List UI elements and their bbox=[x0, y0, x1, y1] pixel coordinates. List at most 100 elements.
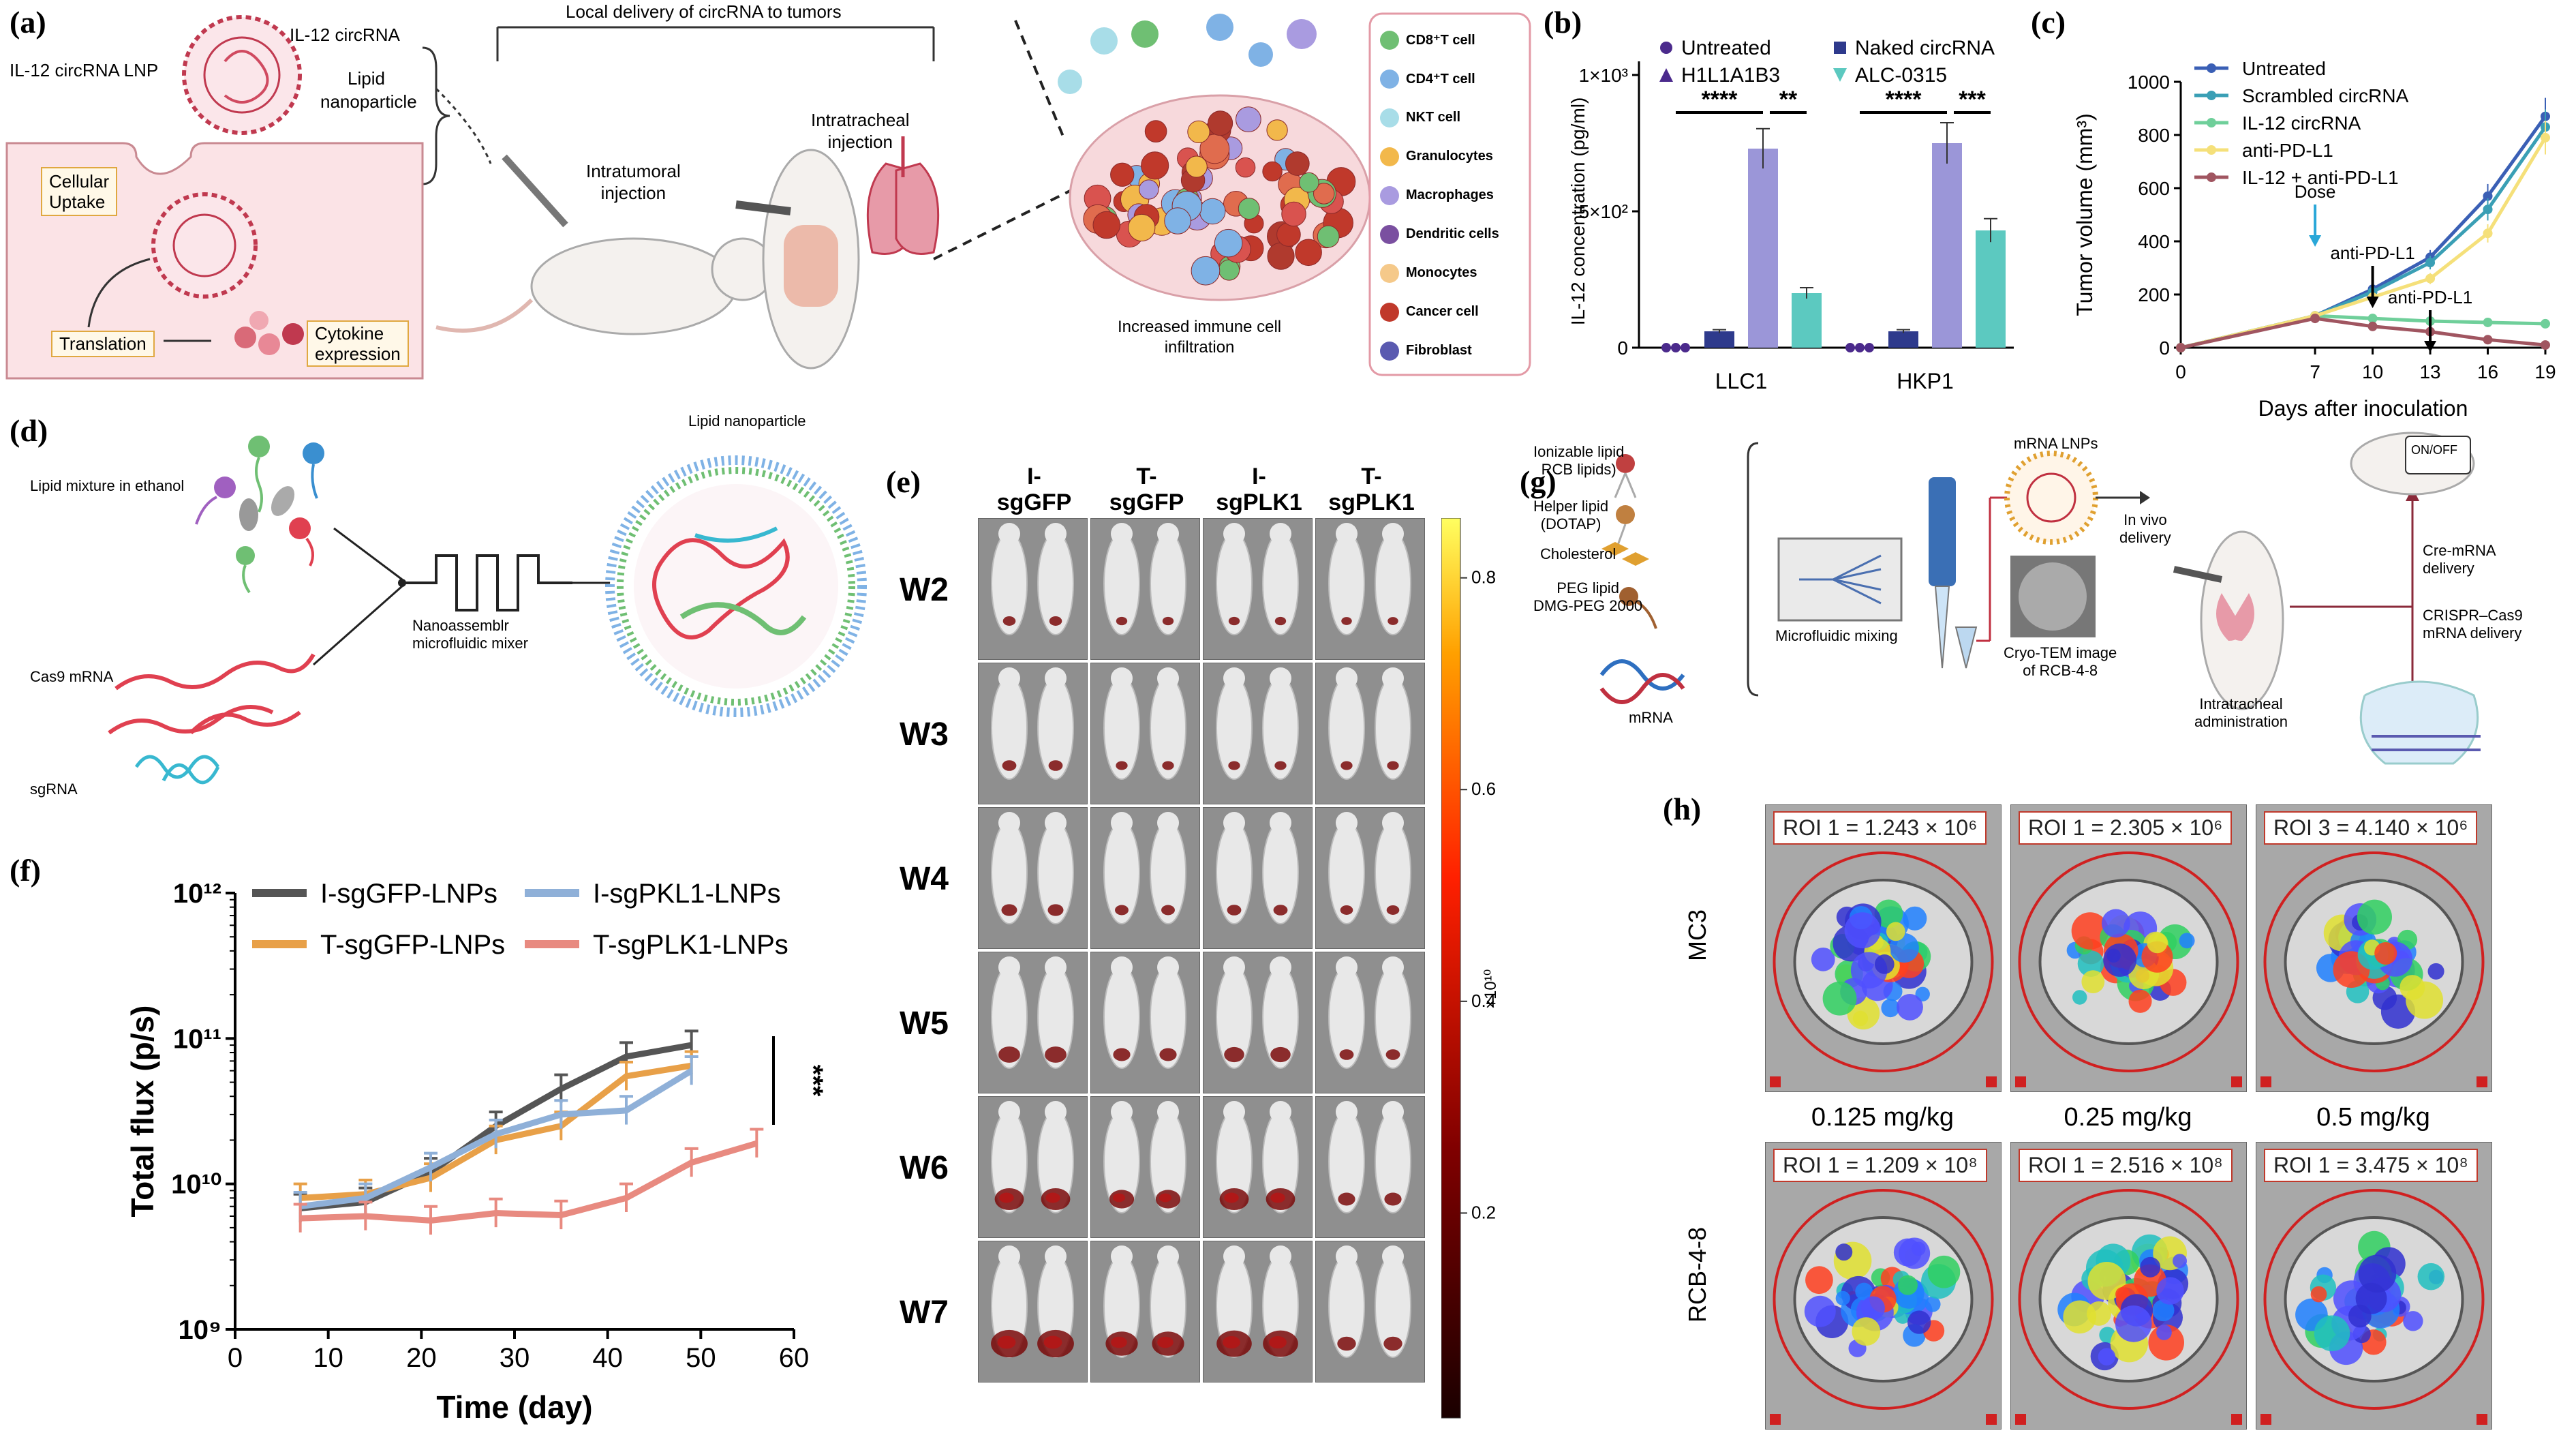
mouse-head bbox=[1382, 667, 1404, 689]
intratracheal-line-1: Intratracheal bbox=[811, 110, 910, 130]
tumor-cell bbox=[1214, 228, 1243, 258]
legend-label: T-sgGFP-LNPs bbox=[320, 930, 505, 960]
mouse-head bbox=[1223, 523, 1245, 545]
row-label-mc3: MC3 bbox=[1683, 909, 1711, 961]
signal-blob bbox=[2152, 1299, 2175, 1322]
imaging-cell bbox=[978, 807, 1088, 949]
legend-marker bbox=[2207, 172, 2216, 182]
cholesterol-label: Cholesterol bbox=[1540, 545, 1616, 562]
legend-entry: Dendritic cells bbox=[1380, 215, 1527, 254]
panel-c: (c) 0 200 400 600 800 1000 0 7 10 13 16 19 Days afte… bbox=[2031, 0, 2573, 423]
mouse-head bbox=[1157, 812, 1179, 834]
signal-spot bbox=[1274, 616, 1287, 626]
uptake-line-2: Uptake bbox=[49, 192, 106, 212]
signal-core bbox=[1159, 1193, 1172, 1203]
imaging-cell-art bbox=[991, 956, 1074, 1069]
x-tick-label: 40 bbox=[592, 1343, 623, 1373]
imaging-cell-art bbox=[1328, 956, 1411, 1069]
signal-blob bbox=[1835, 1290, 1850, 1305]
helper-label: Helper lipid (DOTAP) bbox=[1533, 498, 1608, 533]
bli-image bbox=[1765, 1142, 2002, 1430]
tumor-cell bbox=[1299, 172, 1319, 193]
signal-blob bbox=[1805, 1266, 1833, 1295]
mouse-head bbox=[1223, 812, 1245, 834]
imaging-cell-art bbox=[1103, 667, 1186, 780]
tumor-cell bbox=[1164, 207, 1191, 235]
intratracheal-admin-line-1: Intratracheal bbox=[2199, 695, 2283, 712]
panel-g-art bbox=[1599, 432, 2481, 765]
bli-image-art bbox=[2260, 851, 2487, 1087]
lipid-label-1: Lipid bbox=[348, 68, 385, 89]
series-point bbox=[2176, 343, 2186, 352]
intratracheal-label: Intratracheal injection bbox=[811, 109, 910, 153]
imaging-cell bbox=[1090, 663, 1200, 804]
legend-label: IL-12 circRNA bbox=[2242, 112, 2361, 134]
legend-label: Monocytes bbox=[1406, 265, 1477, 280]
y-tick-label: 5×10² bbox=[1579, 201, 1628, 222]
peg-line-1: PEG lipid bbox=[1557, 579, 1619, 596]
bli-grid: ROI 1 = 1.243 × 10⁶ ROI 1 = 1.209 × 10⁸ 0.… bbox=[1765, 804, 2569, 1432]
signal-core bbox=[1043, 1335, 1062, 1349]
legend-label: I-sgPKL1-LNPs bbox=[593, 879, 781, 909]
signal-blob bbox=[2103, 943, 2137, 977]
bli-image-art bbox=[2260, 1189, 2487, 1425]
series-point bbox=[2310, 314, 2320, 324]
imaging-cell bbox=[1315, 663, 1425, 804]
tumor-cell bbox=[1262, 161, 1283, 182]
tumor-cell bbox=[1235, 157, 1256, 178]
signal-spot bbox=[1162, 616, 1174, 626]
mouse-head bbox=[1111, 812, 1133, 834]
signal-blob bbox=[1852, 1010, 1869, 1027]
x-tick-label: 7 bbox=[2310, 361, 2320, 382]
signal-spot bbox=[1049, 616, 1062, 626]
panel-c-label: (c) bbox=[2031, 5, 2066, 40]
intratracheal-admin-label: Intratracheal administration bbox=[2194, 695, 2288, 731]
signal-spot bbox=[1001, 904, 1017, 916]
annotation-label: anti-PD-L1 bbox=[2330, 243, 2414, 263]
circrna-label: IL-12 circRNA bbox=[290, 25, 400, 45]
tumor-cell bbox=[1285, 151, 1310, 176]
x-tick-label: 50 bbox=[686, 1343, 716, 1373]
invivo-label: In vivo delivery bbox=[2119, 511, 2171, 547]
signal-blob bbox=[2358, 1254, 2397, 1293]
imaging-cell bbox=[1203, 952, 1313, 1093]
imaging-cell-art bbox=[1216, 1245, 1299, 1358]
x-axis-label: Time (day) bbox=[436, 1389, 592, 1425]
signal-blob bbox=[2403, 1311, 2423, 1331]
crispr-line-1: CRISPR–Cas9 bbox=[2423, 607, 2523, 624]
signal-blob bbox=[2147, 933, 2168, 954]
signal-blob bbox=[2417, 1263, 2445, 1290]
imaging-cell-art bbox=[1216, 1101, 1299, 1213]
y-tick-label: 1×10³ bbox=[1579, 65, 1628, 86]
sig-label: **** bbox=[1886, 87, 1922, 112]
mouse-head bbox=[1223, 667, 1245, 689]
legend-swatch bbox=[1380, 30, 1399, 50]
tumor-cell bbox=[1276, 222, 1301, 247]
signal-blob bbox=[1897, 993, 1923, 1021]
colorbar-tick-label: 0.8 bbox=[1471, 567, 1496, 588]
tumor-cell bbox=[1144, 120, 1167, 142]
row-label-rcb: RCB-4-8 bbox=[1683, 1226, 1711, 1323]
roi-handle bbox=[1770, 1076, 1781, 1087]
legend-label: Cancer cell bbox=[1406, 304, 1479, 319]
mouse-head bbox=[998, 523, 1020, 545]
column-header-bottom: sgPLK1 bbox=[1328, 489, 1415, 515]
x-tick-label: 10 bbox=[2362, 361, 2383, 382]
bar-point bbox=[1855, 343, 1865, 352]
mouse-head bbox=[1336, 1101, 1358, 1123]
y-tick-label: 1000 bbox=[2128, 72, 2170, 93]
signal-spot bbox=[1387, 617, 1398, 625]
legend-label: Untreated bbox=[2242, 58, 2326, 79]
cas9-label: Cas9 mRNA bbox=[30, 668, 114, 685]
tumor-cell bbox=[1139, 179, 1159, 200]
panel-d-art bbox=[108, 436, 867, 785]
signal-spot bbox=[1228, 761, 1240, 770]
bli-image-art bbox=[2015, 1189, 2242, 1425]
y-tick-label: 10¹⁰ bbox=[171, 1170, 221, 1200]
mouse-head bbox=[1111, 1101, 1133, 1123]
legend-label: Dendritic cells bbox=[1406, 226, 1499, 241]
legend-marker bbox=[2207, 118, 2216, 127]
y-axis-label: Total flux (p/s) bbox=[125, 1006, 160, 1218]
y-tick-label: 600 bbox=[2138, 178, 2170, 199]
signal-blob bbox=[2179, 933, 2195, 949]
